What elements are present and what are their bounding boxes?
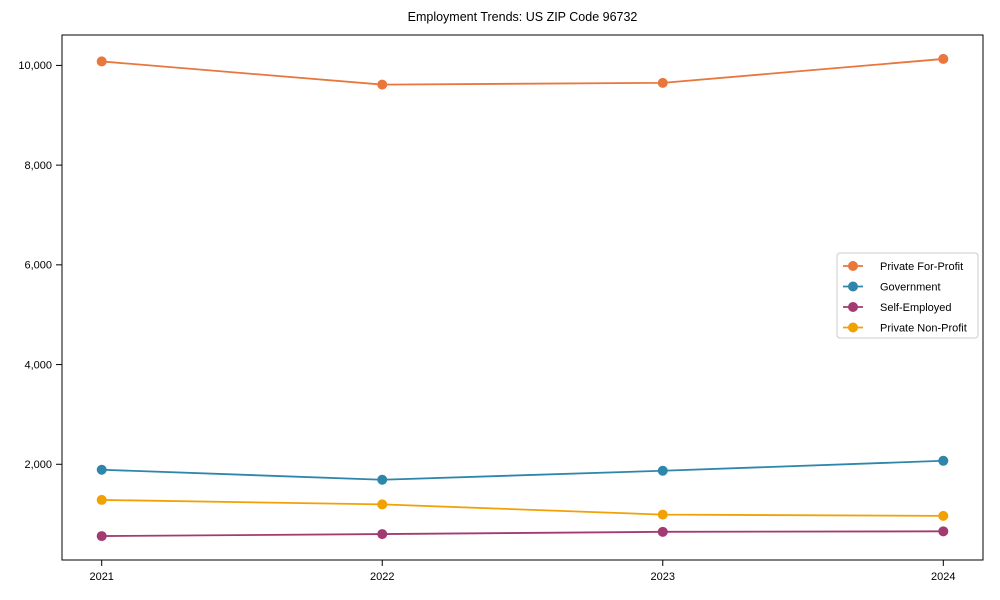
y-tick-label: 6,000 xyxy=(24,260,52,272)
data-point xyxy=(96,464,107,475)
series-line-private-for-profit xyxy=(101,58,944,86)
data-point xyxy=(377,499,388,510)
series-line-self-employed xyxy=(101,530,944,537)
data-point xyxy=(377,474,388,485)
chart-title: Employment Trends: US ZIP Code 96732 xyxy=(407,10,638,24)
legend-label: Private For-Profit xyxy=(880,261,963,273)
x-tick-label: 2022 xyxy=(370,571,394,583)
data-point xyxy=(377,79,388,90)
legend-label: Self-Employed xyxy=(880,302,952,314)
data-point xyxy=(657,77,668,88)
legend-sample-marker xyxy=(848,281,858,292)
x-tick-label: 2023 xyxy=(651,571,675,583)
data-point xyxy=(938,53,949,64)
data-point xyxy=(657,509,668,520)
data-point xyxy=(938,510,949,521)
y-tick-label: 10,000 xyxy=(18,60,52,72)
y-tick-label: 8,000 xyxy=(24,160,52,172)
x-tick-label: 2021 xyxy=(89,571,113,583)
data-point xyxy=(96,531,107,542)
legend-box xyxy=(836,252,979,339)
y-tick-label: 4,000 xyxy=(24,359,52,371)
data-point xyxy=(938,526,949,537)
data-point xyxy=(377,529,388,540)
data-point xyxy=(96,494,107,505)
axes-box xyxy=(61,34,984,561)
series-line-private-non-profit xyxy=(101,499,944,517)
data-point xyxy=(657,526,668,537)
legend-sample-marker xyxy=(848,322,858,333)
y-tick-label: 2,000 xyxy=(24,459,52,471)
series-line-government xyxy=(101,459,944,481)
data-point xyxy=(657,465,668,476)
data-point xyxy=(96,56,107,67)
x-tick-label: 2024 xyxy=(931,571,955,583)
legend-sample-marker xyxy=(848,302,858,312)
data-point xyxy=(938,455,949,466)
legend-label: Private Non-Profit xyxy=(880,322,967,334)
legend-label: Government xyxy=(880,281,941,293)
legend-sample-marker xyxy=(848,261,858,271)
